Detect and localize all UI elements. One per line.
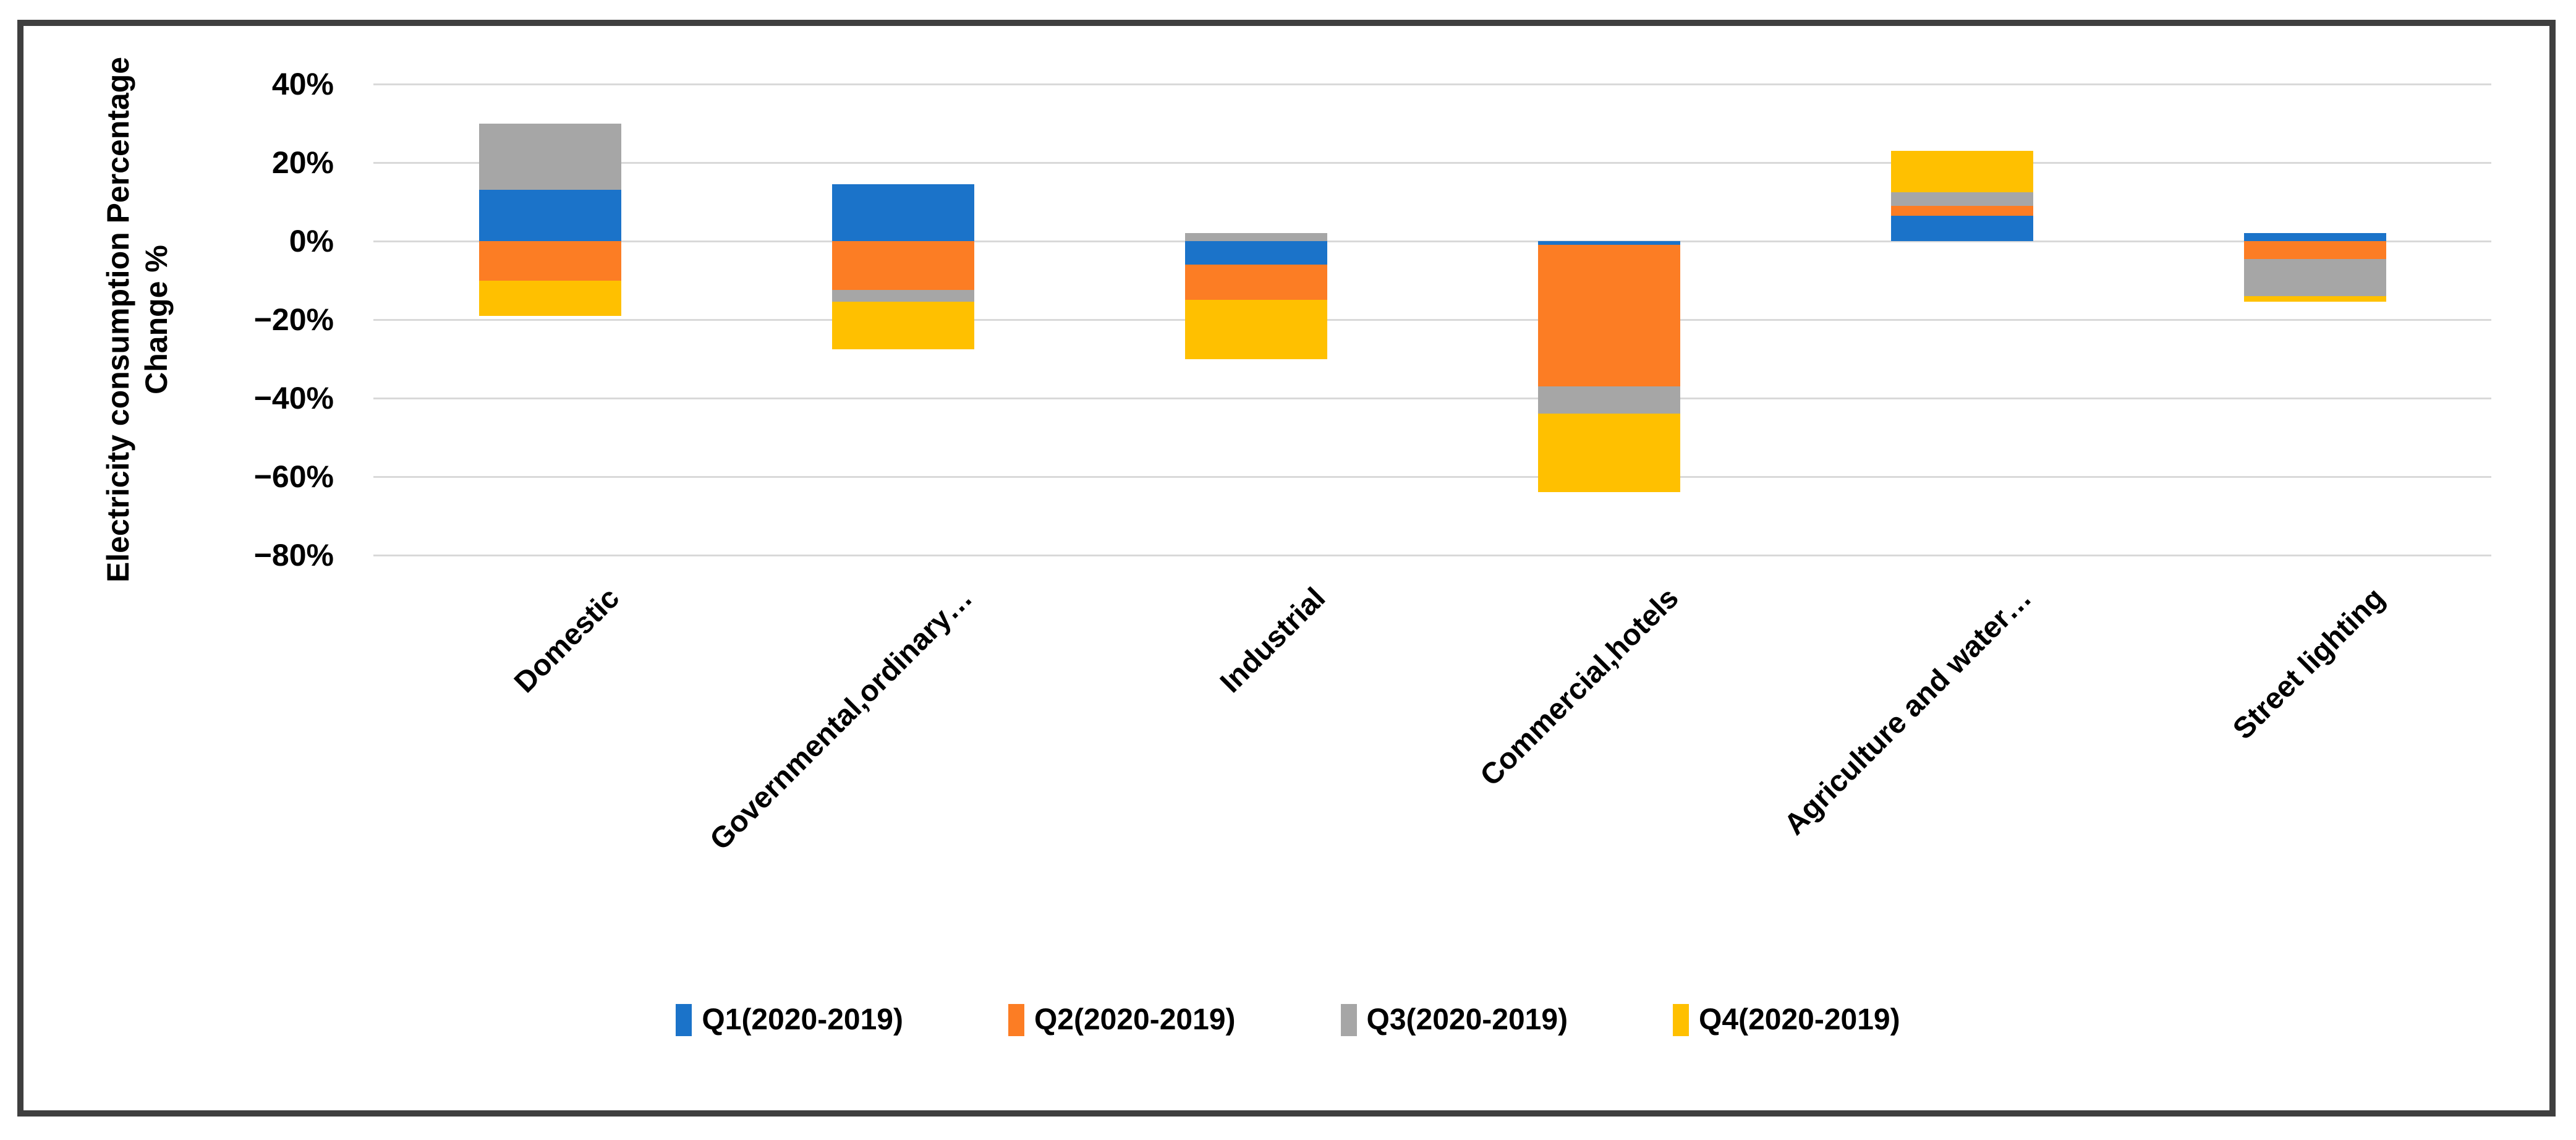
gridline--40 <box>373 397 2491 399</box>
bar-segment-Q1(2020-2019)-Industrial <box>1184 241 1327 265</box>
bar-segment-Q3(2020-2019)-Industrial <box>1184 233 1327 241</box>
legend-swatch-Q4(2020-2019) <box>1673 1003 1690 1036</box>
bar-segment-Q2(2020-2019)-Governmental,ordinary… <box>831 241 974 291</box>
bar-segment-Q3(2020-2019)-Domestic <box>478 123 621 190</box>
legend-item-Q1(2020-2019): Q1(2020-2019) <box>676 1003 903 1037</box>
gridline--80 <box>373 554 2491 556</box>
legend-item-Q2(2020-2019): Q2(2020-2019) <box>1008 1003 1236 1037</box>
bar-segment-Q2(2020-2019)-Agriculture and water… <box>1890 205 2033 216</box>
bar-segment-Q2(2020-2019)-Commercial,hotels <box>1537 245 1680 386</box>
y-tick-label-20: 20% <box>271 145 334 180</box>
y-tick-label-40: 40% <box>271 67 334 101</box>
legend-swatch-Q2(2020-2019) <box>1008 1003 1024 1036</box>
gridline-0 <box>373 240 2491 242</box>
legend-label-Q3(2020-2019): Q3(2020-2019) <box>1366 1003 1568 1036</box>
gridline--20 <box>373 318 2491 321</box>
bar-segment-Q3(2020-2019)-Agriculture and water… <box>1890 192 2033 206</box>
legend: Q1(2020-2019) Q2(2020-2019) Q3(2020-2019) Q… <box>0 1003 2576 1037</box>
bar-segment-Q2(2020-2019)-Industrial <box>1184 265 1327 300</box>
legend-swatch-Q1(2020-2019) <box>676 1003 692 1036</box>
bar-segment-Q1(2020-2019)-Agriculture and water… <box>1890 215 2033 241</box>
legend-item-Q3(2020-2019): Q3(2020-2019) <box>1340 1003 1568 1037</box>
y-tick-label-0: 0% <box>289 224 334 258</box>
bar-segment-Q4(2020-2019)-Industrial <box>1184 300 1327 359</box>
bar-segment-Q4(2020-2019)-Street lighting <box>2243 296 2386 302</box>
bar-segment-Q4(2020-2019)-Governmental,ordinary… <box>831 302 974 349</box>
bar-segment-Q2(2020-2019)-Domestic <box>478 241 621 281</box>
bar-segment-Q1(2020-2019)-Governmental,ordinary… <box>831 184 974 241</box>
y-tick-label--40: −40% <box>253 381 334 415</box>
plot-area <box>373 83 2491 556</box>
bar-segment-Q4(2020-2019)-Agriculture and water… <box>1890 150 2033 192</box>
bar-segment-Q1(2020-2019)-Domestic <box>478 190 621 241</box>
bar-segment-Q4(2020-2019)-Commercial,hotels <box>1537 414 1680 493</box>
bar-segment-Q3(2020-2019)-Street lighting <box>2243 258 2386 296</box>
y-tick-label--80: −80% <box>253 538 334 572</box>
gridline--60 <box>373 475 2491 478</box>
y-tick-label--60: −60% <box>253 459 334 494</box>
legend-label-Q4(2020-2019): Q4(2020-2019) <box>1699 1003 1900 1036</box>
legend-label-Q1(2020-2019): Q1(2020-2019) <box>702 1003 903 1036</box>
bar-segment-Q3(2020-2019)-Commercial,hotels <box>1537 386 1680 414</box>
legend-item-Q4(2020-2019): Q4(2020-2019) <box>1673 1003 1900 1037</box>
legend-swatch-Q3(2020-2019) <box>1340 1003 1357 1036</box>
bar-segment-Q4(2020-2019)-Domestic <box>478 280 621 316</box>
gridline-20 <box>373 161 2491 164</box>
bar-segment-Q1(2020-2019)-Commercial,hotels <box>1537 241 1680 245</box>
y-tick-label--20: −20% <box>253 302 334 337</box>
gridline-40 <box>373 83 2491 85</box>
bar-segment-Q1(2020-2019)-Street lighting <box>2243 233 2386 241</box>
legend-label-Q2(2020-2019): Q2(2020-2019) <box>1034 1003 1236 1036</box>
bar-segment-Q3(2020-2019)-Governmental,ordinary… <box>831 290 974 302</box>
figure-border <box>17 20 2556 1117</box>
bar-segment-Q2(2020-2019)-Street lighting <box>2243 241 2386 259</box>
